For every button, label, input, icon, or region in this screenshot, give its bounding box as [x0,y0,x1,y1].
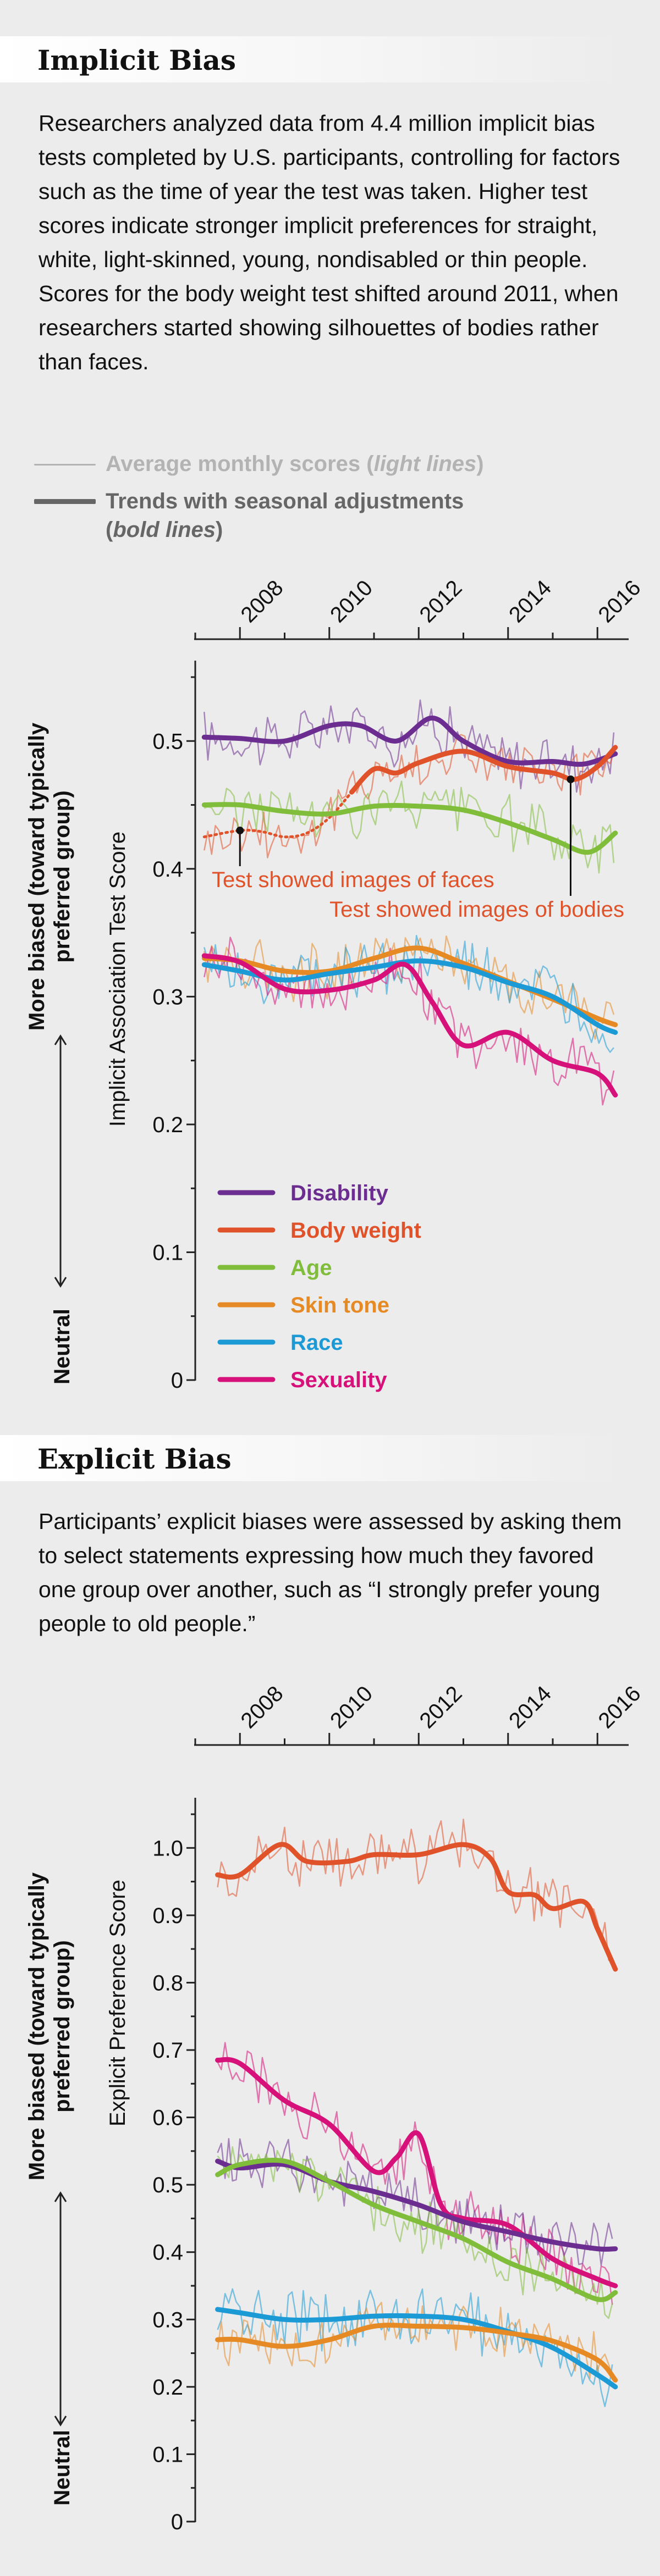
explicit-title: Explicit Bias [37,1443,232,1475]
x-tick-label: 2016 [594,575,646,627]
y-axis-title: Implicit Association Test Score [106,832,130,1127]
y-tick-label: 0 [171,1369,183,1393]
light-line-skin_tone [217,2301,613,2379]
light-line-body_weight [217,1818,613,1964]
implicit-intro: Researchers analyzed data from 4.4 milli… [38,110,620,374]
trend-line-sexuality [215,2057,618,2289]
bias-arrow-head-up [54,1034,67,1045]
implicit-section-header: Implicit Bias [0,36,627,82]
x-tick-label: 2008 [237,1681,288,1733]
legend-label-age: Age [290,1256,332,1280]
x-tick-label: 2010 [326,1681,377,1733]
y-tick-label: 0.5 [152,2173,183,2197]
y-tick-label: 1.0 [152,1836,183,1860]
x-tick-label: 2012 [415,575,467,627]
trend-line-age [215,2157,618,2302]
legend-bold-label: Trends with seasonal adjustments (bold l… [106,489,464,542]
annotation-bodies-label: Test showed images of bodies [329,898,624,922]
y-tick-label: 0.4 [152,857,183,882]
legend-label-skin_tone: Skin tone [290,1293,389,1317]
y-tick-label: 0.5 [152,729,183,754]
light-line-body_weight [204,734,615,858]
implicit-title: Implicit Bias [37,44,236,76]
light-line-age [217,2146,613,2319]
x-tick-label: 2014 [504,1681,556,1733]
trend-line-disability [215,2158,618,2252]
y-tick-label: 0.2 [152,2375,183,2400]
legend-light-swatch [34,464,96,466]
trend-line-disability [201,715,618,767]
bias-arrow-head-up [54,2191,67,2202]
legend-label-race: Race [290,1331,343,1355]
y-tick-label: 0.2 [152,1113,183,1137]
trend-line-body-weight-faces [202,790,353,839]
bias-arrow-head-down [54,1277,67,1288]
explicit-section-header: Explicit Bias [0,1435,627,1481]
trend-line-race [215,2307,618,2390]
trend-line-age [201,802,618,855]
y-tick-label: 0.1 [152,2442,183,2467]
explicit-chart: 2008 2010 2012 2014 2016 0 0.1 0.2 0.3 0.4 0.5 0.6 0… [25,1681,646,2534]
y-tick-label: 0 [171,2510,183,2534]
y-tick-label: 0.4 [152,2241,183,2265]
y-tick-label: 0.9 [152,1904,183,1928]
side-label-more-biased: More biased (toward typically [25,1872,49,2180]
y-tick-label: 0.1 [152,1240,183,1265]
side-label-preferred-group: preferred group) [50,1940,74,2112]
y-axis-title: Explicit Preference Score [106,1880,130,2126]
legend-label-sexuality: Sexuality [290,1368,387,1392]
y-tick-label: 0.8 [152,1971,183,1995]
bias-arrow-head-down [54,2416,67,2427]
trend-line-skin_tone [215,2323,618,2383]
y-tick-label: 0.3 [152,985,183,1009]
implicit-chart: 2008 2010 2012 2014 2016 0 0.1 0.2 0.3 0.4 0.5 Impl… [25,575,646,1393]
light-line-sexuality [217,2042,613,2305]
x-tick-label: 2014 [504,575,556,627]
x-tick-label: 2010 [326,575,377,627]
legend-bold-swatch [34,499,96,504]
trend-line-race [201,958,618,1035]
side-label-preferred-group: preferred group) [50,790,74,962]
y-tick-label: 0.3 [152,2308,183,2332]
side-label-neutral: Neutral [50,1309,74,1384]
trend-line-body_weight [215,1842,618,1972]
x-tick-label: 2008 [237,575,288,627]
side-label-neutral: Neutral [50,2430,74,2506]
y-tick-label: 0.6 [152,2106,183,2130]
legend-label-body_weight: Body weight [290,1218,421,1243]
light-line-age [204,780,615,874]
light-line-disability [217,2138,613,2266]
x-tick-label: 2012 [415,1681,467,1733]
y-tick-label: 0.7 [152,2038,183,2063]
light-line-disability [204,699,615,793]
trend-line-sexuality [201,953,618,1098]
trend-line-body-weight-bodies [349,745,618,795]
legend-light-label: Average monthly scores (light lines) [106,452,484,476]
explicit-intro: Participants’ explicit biases were asses… [38,1509,622,1636]
x-tick-label: 2016 [594,1681,646,1733]
side-label-more-biased: More biased (toward typically [25,722,49,1031]
annotation-faces-label: Test showed images of faces [212,868,494,892]
legend-label-disability: Disability [290,1181,389,1205]
